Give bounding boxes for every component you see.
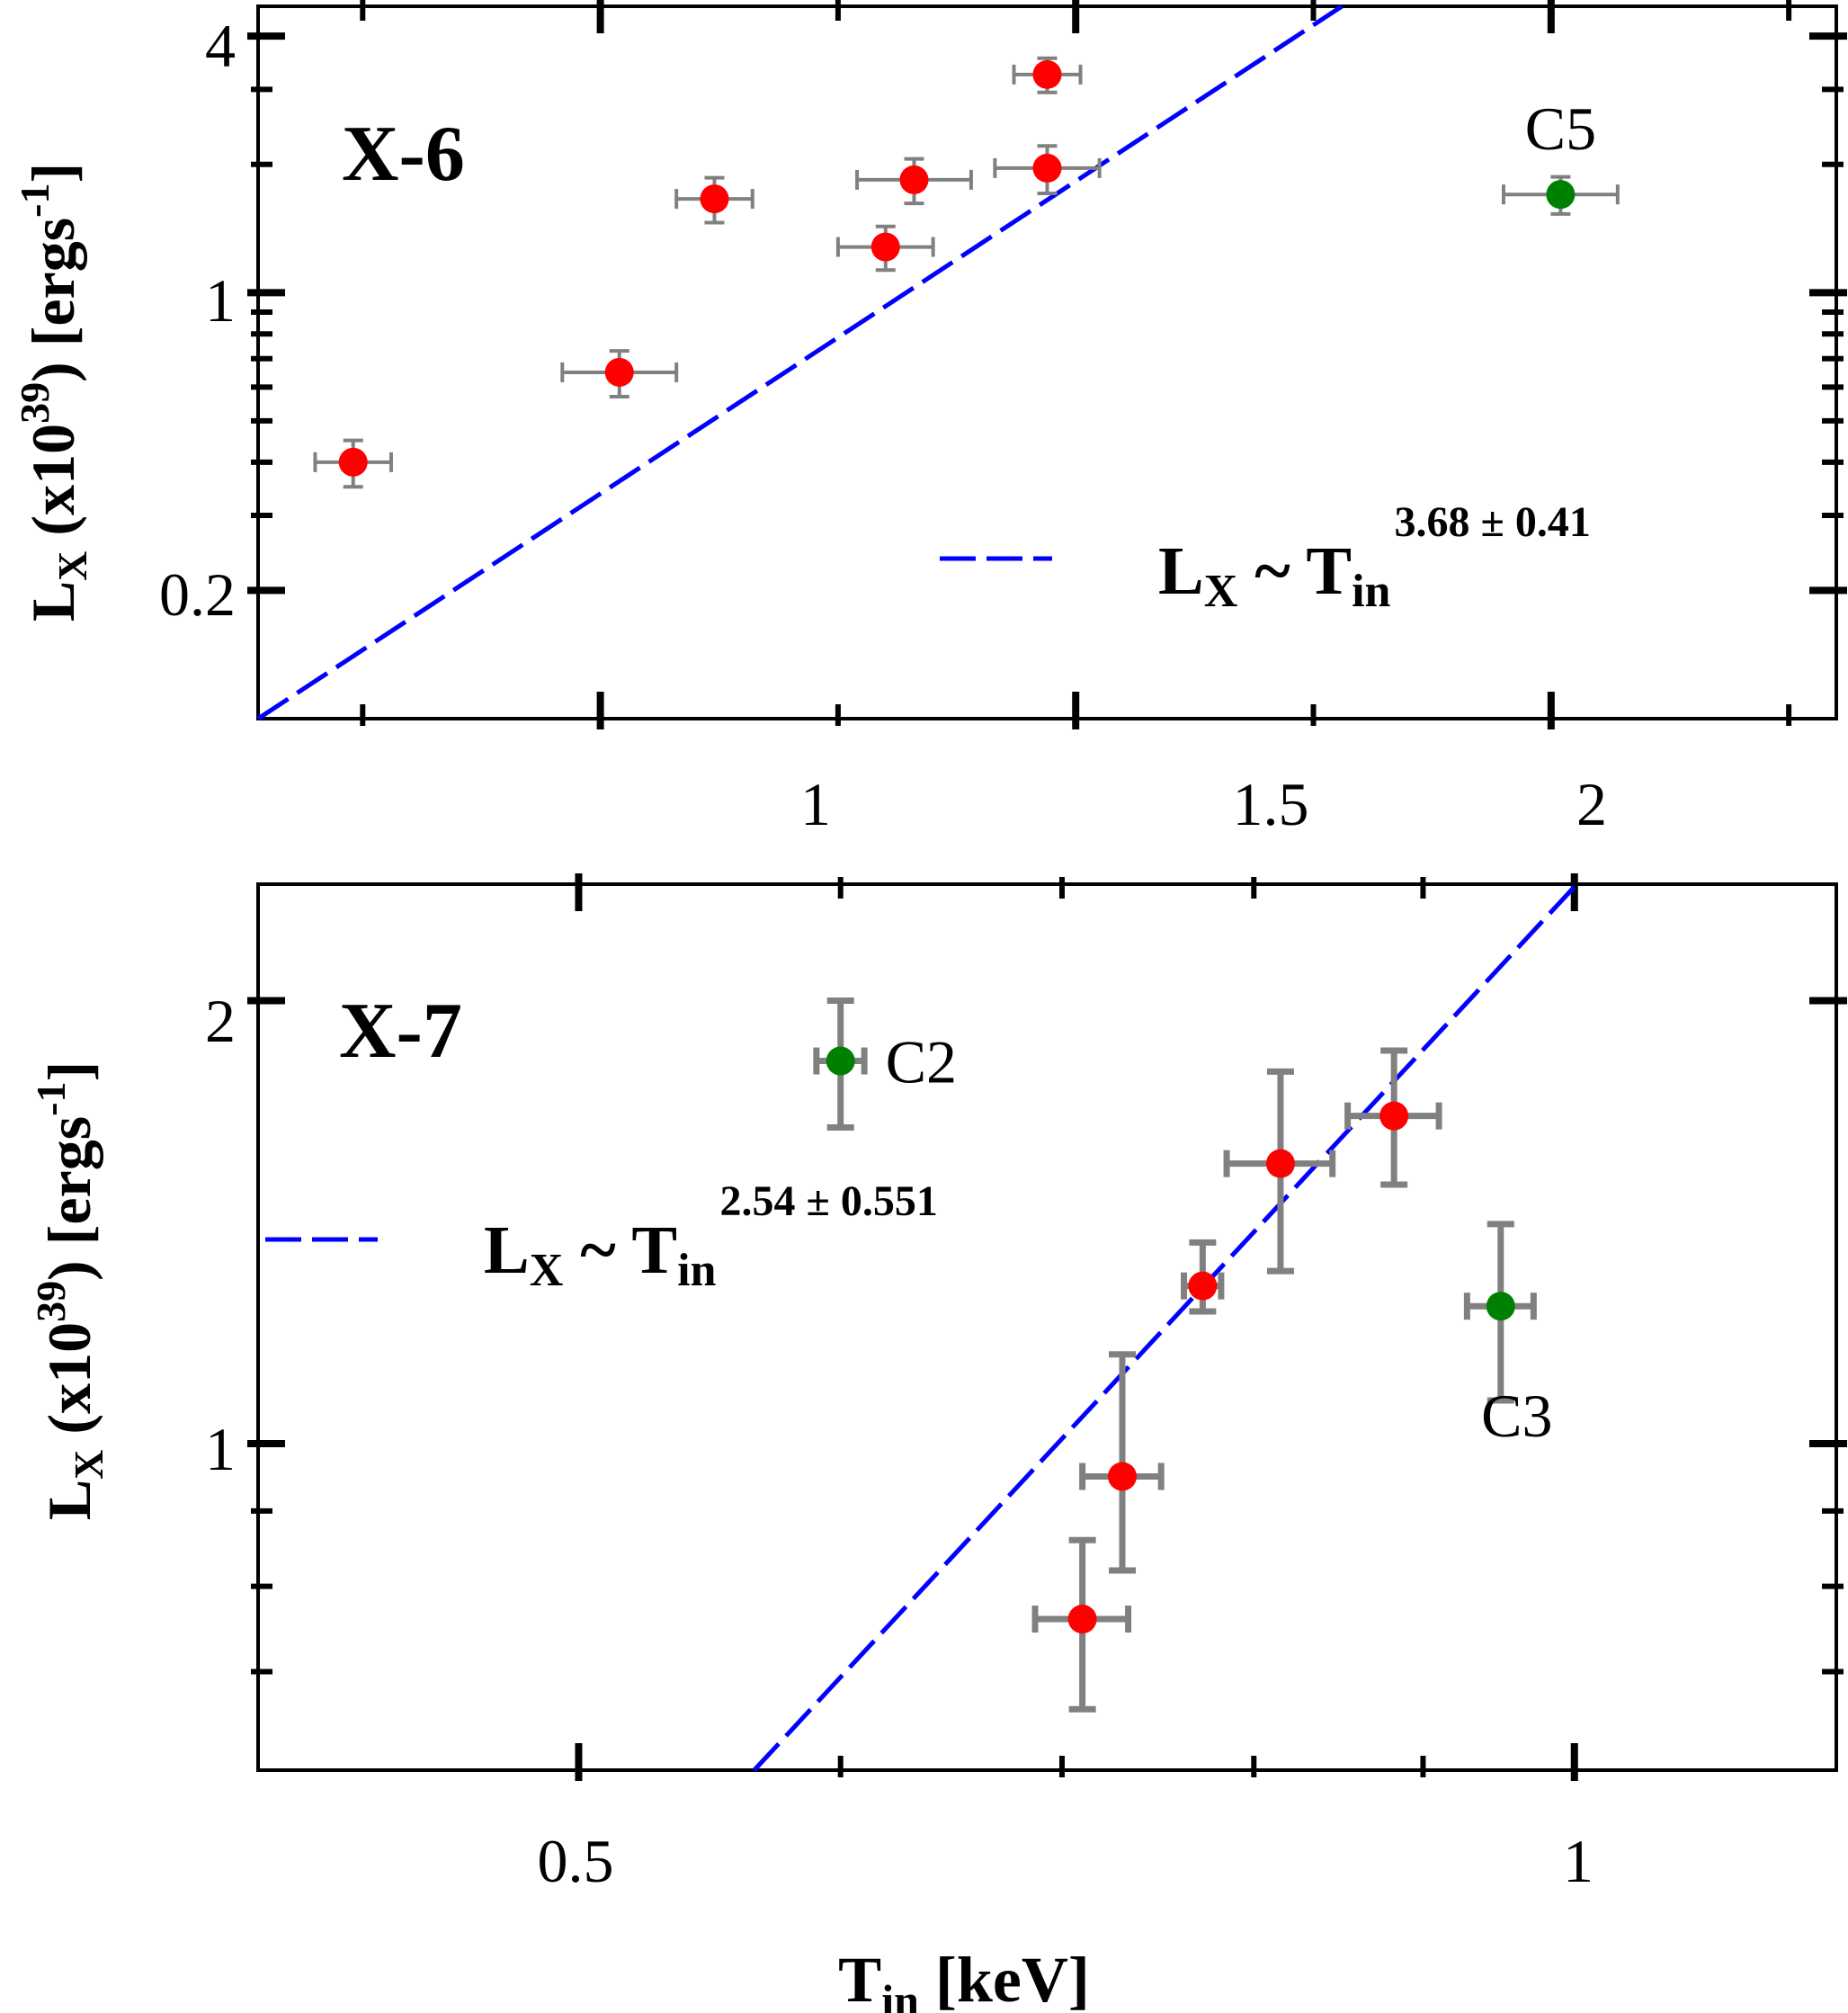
point-marker	[1032, 59, 1062, 89]
y-tick-label: 4	[205, 12, 236, 80]
data-points: C5	[313, 56, 1620, 489]
panel-label: X-6	[342, 111, 465, 198]
plot-frame	[256, 4, 1838, 720]
data-point: C2	[813, 998, 957, 1132]
data-point	[1079, 1351, 1165, 1574]
point-label: C2	[886, 1028, 957, 1096]
point-marker	[604, 357, 634, 387]
point-marker	[870, 232, 900, 262]
x-tick-label: 0.5	[538, 1827, 614, 1895]
data-point	[855, 157, 973, 206]
data-point	[993, 144, 1102, 195]
point-marker	[338, 447, 368, 477]
legend-label: LX ~ Tin2.54 ± 0.551	[484, 1177, 938, 1296]
point-marker	[1032, 153, 1062, 183]
data-point	[674, 175, 754, 225]
point-marker	[1108, 1462, 1138, 1491]
data-point	[1012, 56, 1083, 94]
tick-marks	[247, 0, 1847, 729]
y-tick-label: 1	[205, 1415, 236, 1483]
data-point	[1031, 1536, 1132, 1713]
point-marker	[1486, 1292, 1515, 1321]
panel-label: X-7	[339, 988, 462, 1075]
y-tick-label: 2	[205, 987, 236, 1055]
x-axis-label: Tin [keV]	[838, 1944, 1090, 2013]
data-point	[313, 438, 394, 489]
point-label: C5	[1525, 94, 1596, 163]
data-point	[560, 349, 679, 398]
data-points: C2 C3	[813, 998, 1552, 1713]
point-marker	[1546, 180, 1576, 210]
fit-line	[256, 4, 1344, 721]
panel-x6: C5 X-6 4 1 0.2 1 1.5 2 LX (x1039) [ergs-…	[12, 0, 1847, 838]
plot-frame	[256, 882, 1838, 1772]
y-axis-label: LX (x1039) [ergs-1]	[28, 1061, 112, 1520]
data-point	[1344, 1047, 1442, 1188]
x-tick-label: 2	[1576, 770, 1607, 838]
data-point	[1181, 1239, 1225, 1315]
point-marker	[1379, 1101, 1409, 1131]
point-label: C3	[1481, 1382, 1552, 1450]
fit-line	[752, 885, 1576, 1772]
point-marker	[1265, 1149, 1295, 1178]
point-marker	[826, 1046, 855, 1076]
x-tick-label: 1	[800, 770, 831, 838]
x-tick-label: 1.5	[1233, 770, 1309, 838]
tick-marks	[247, 873, 1847, 1781]
point-marker	[899, 165, 929, 194]
data-point	[1223, 1068, 1336, 1275]
y-axis-label: LX (x1039) [ergs-1]	[12, 163, 95, 622]
point-marker	[1067, 1605, 1097, 1634]
legend-label: LX ~ Tin3.68 ± 0.41	[1158, 498, 1591, 617]
point-marker	[700, 184, 729, 214]
panel-x7: C2 C3 X-7 2 1 0.5 1 LX (x1039) [ergs-1] T…	[28, 873, 1847, 2013]
data-point	[835, 224, 935, 273]
point-marker	[1188, 1271, 1218, 1301]
data-point: C3	[1463, 1221, 1552, 1450]
data-point: C5	[1501, 94, 1620, 216]
y-tick-label: 1	[205, 266, 236, 335]
x-tick-label: 1	[1563, 1827, 1594, 1895]
y-tick-label: 0.2	[159, 560, 236, 629]
